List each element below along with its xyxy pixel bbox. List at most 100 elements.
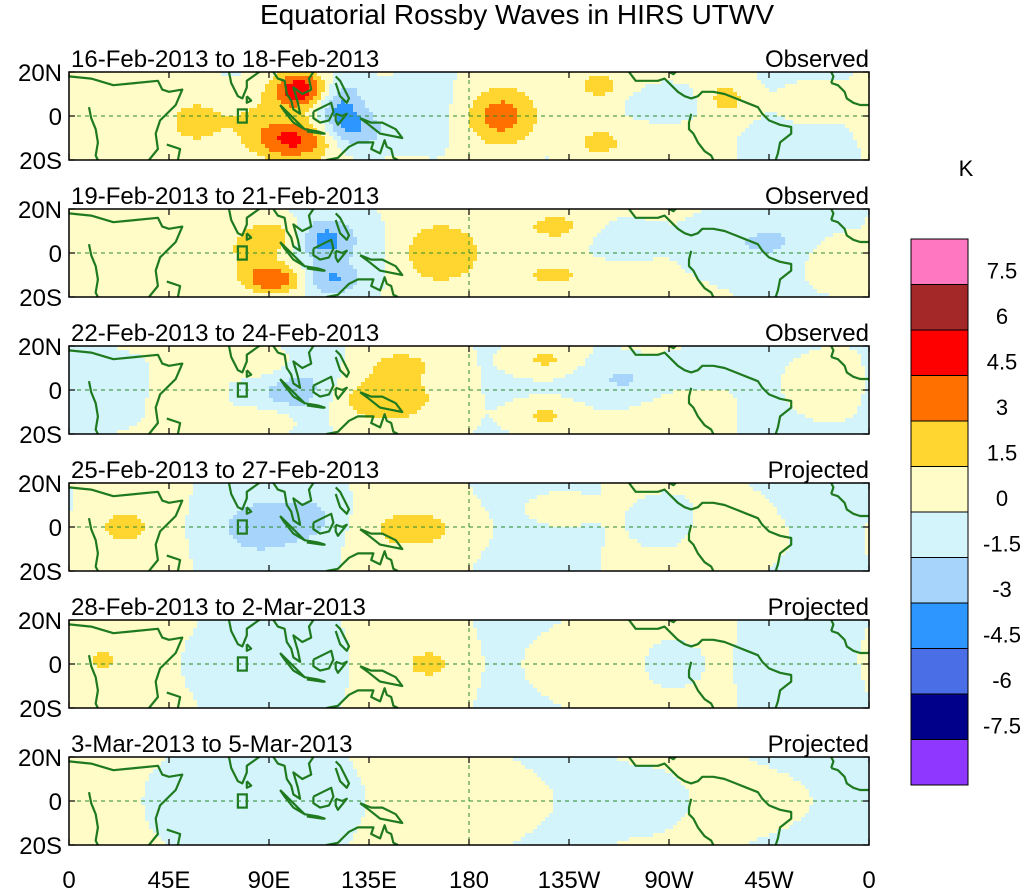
panel: 20N 0 20S 19-Feb-2013 to 21-Feb-2013 Observe…	[18, 183, 870, 312]
field-raster	[69, 209, 869, 297]
colorbar-swatch	[910, 557, 969, 604]
coastline	[687, 387, 715, 434]
coastline	[334, 212, 351, 241]
coastline	[272, 209, 315, 252]
field-raster	[69, 757, 869, 845]
coastline	[334, 760, 351, 789]
colorbar-unit-label: K	[959, 156, 974, 181]
lon-tick-label: 90W	[644, 867, 694, 890]
colorbar-label: 0	[996, 486, 1008, 511]
lon-tick-label: 45E	[148, 867, 191, 890]
panel-status-label: Observed	[765, 46, 869, 73]
coastline	[687, 113, 715, 160]
coastline	[69, 486, 184, 571]
panel-status-label: Projected	[768, 457, 869, 484]
x-axis: 0 45E 90E 135E 180 135W 90W 45W 0	[62, 867, 875, 890]
panel-period-label: 28-Feb-2013 to 2-Mar-2013	[71, 594, 366, 621]
coastline	[245, 780, 253, 789]
coastline	[245, 95, 253, 104]
lat-tick-label: 20N	[18, 471, 62, 498]
coastline	[245, 643, 253, 652]
lat-tick-label: 0	[49, 241, 62, 268]
coastlines	[69, 757, 869, 845]
colorbar-label: -1.5	[983, 532, 1021, 557]
colorbar-swatch	[910, 466, 969, 513]
coastline	[227, 72, 262, 100]
coastline	[227, 346, 262, 374]
coastline	[166, 143, 182, 160]
coastline	[227, 620, 262, 648]
coastline	[668, 483, 678, 487]
panel: 20N 0 20S 25-Feb-2013 to 27-Feb-2013 Project…	[18, 457, 870, 586]
coastline	[312, 101, 335, 124]
lat-tick-label: 20S	[19, 285, 62, 312]
coastline	[668, 209, 678, 213]
coastline	[830, 81, 869, 107]
coastline	[166, 828, 182, 845]
coastline	[668, 346, 678, 350]
panel-status-label: Projected	[768, 731, 869, 758]
coastline	[334, 75, 351, 104]
panel-status-label: Observed	[765, 320, 869, 347]
colorbar-swatch	[910, 739, 969, 786]
coastline	[628, 72, 793, 160]
coastline	[668, 757, 678, 761]
colorbar-label: 4.5	[987, 350, 1018, 375]
coastline	[304, 676, 326, 683]
colorbar-label: 3	[996, 395, 1008, 420]
panel: 20N 0 20S 16-Feb-2013 to 18-Feb-2013 Observe…	[18, 46, 870, 175]
field-raster	[69, 346, 869, 434]
coastline	[320, 687, 399, 708]
coastline	[69, 623, 184, 708]
coastline	[320, 139, 399, 160]
coastline	[830, 766, 869, 792]
coastline	[272, 72, 315, 115]
coastline	[830, 483, 835, 495]
coastline	[830, 346, 835, 358]
coastline	[359, 254, 404, 277]
coastline	[312, 238, 335, 261]
coastline	[628, 757, 793, 845]
coastline	[227, 483, 262, 511]
lon-tick-label: 135E	[341, 867, 397, 890]
lon-tick-label: 0	[62, 867, 75, 890]
lat-tick-label: 20S	[19, 696, 62, 723]
coastline	[359, 391, 404, 414]
lat-tick-label: 20N	[18, 334, 62, 361]
colorbar-label: -3	[992, 577, 1012, 602]
coastline	[87, 791, 99, 845]
coastline	[87, 106, 99, 160]
coastline	[359, 802, 404, 825]
coastline	[272, 346, 315, 389]
lat-tick-label: 0	[49, 378, 62, 405]
lat-tick-label: 20N	[18, 745, 62, 772]
panel: 20N 0 20S 3-Mar-2013 to 5-Mar-2013 Projected	[18, 731, 870, 860]
lon-tick-label: 90E	[248, 867, 291, 890]
panel-status-label: Projected	[768, 594, 869, 621]
colorbar-swatch	[910, 511, 969, 558]
panel: 20N 0 20S 28-Feb-2013 to 2-Mar-2013 Projecte…	[18, 594, 870, 723]
coastline	[166, 691, 182, 708]
coastline	[830, 629, 869, 655]
coastline	[227, 757, 262, 785]
coastline	[312, 649, 335, 672]
coastline	[166, 554, 182, 571]
lat-tick-label: 20S	[19, 148, 62, 175]
lat-tick-label: 0	[49, 789, 62, 816]
coastline	[687, 524, 715, 571]
coastline	[320, 824, 399, 845]
lon-tick-label: 180	[449, 867, 489, 890]
coastline	[304, 128, 326, 135]
panel-period-label: 25-Feb-2013 to 27-Feb-2013	[71, 457, 379, 484]
coastline	[628, 346, 793, 434]
coastline	[830, 355, 869, 381]
lat-tick-label: 20N	[18, 60, 62, 87]
colorbar-swatch	[910, 648, 969, 695]
coastline	[272, 620, 315, 663]
coastline	[830, 218, 869, 244]
coastline	[668, 620, 678, 624]
coastline	[69, 760, 184, 845]
coastline	[830, 620, 835, 632]
coastline	[359, 665, 404, 688]
